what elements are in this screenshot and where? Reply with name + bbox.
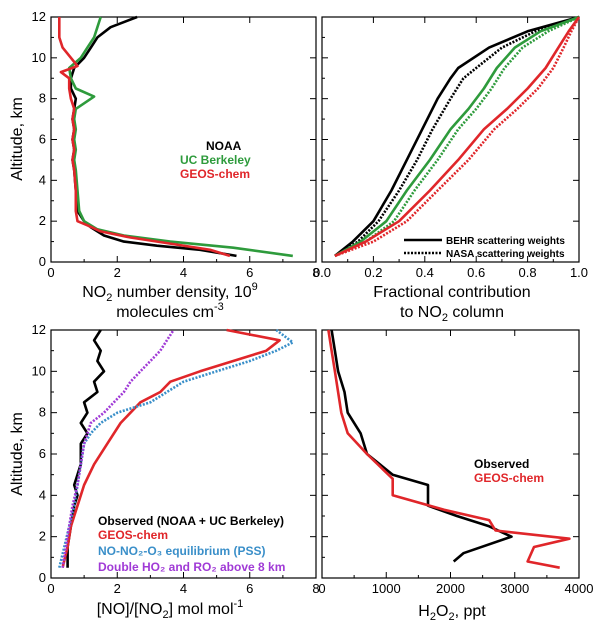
panel-a-marks: 0 2 4 6 8 0 2 4 6 8 10 12 xyxy=(32,9,320,280)
panel-c-xlabel: [NO]/[NO2] mol mol-1 xyxy=(97,598,244,621)
legend-a-ucberkeley: UC Berkeley xyxy=(180,153,251,167)
panel-c-xtick-label: 4 xyxy=(180,581,187,596)
panel-c-marks: 0 2 4 6 8 0 2 4 6 8 10 12 xyxy=(32,322,320,596)
panel-b-xtick-label: 1.0 xyxy=(570,265,588,280)
panel-c-ytick-label: 12 xyxy=(32,322,46,337)
panel-a-xlabel-line1: NO2 number density, 109 xyxy=(82,281,258,304)
panel-c-ytick-label: 4 xyxy=(39,487,46,502)
panel-c-series-2 xyxy=(58,328,295,569)
panel-a-xtick-label: 4 xyxy=(180,265,187,280)
panel-b-xtick-label: 0.4 xyxy=(416,265,434,280)
panel-a-ytick-label: 0 xyxy=(39,254,46,269)
panel-c-ytick-label: 6 xyxy=(39,446,46,461)
panel-a-ytick-label: 8 xyxy=(39,91,46,106)
panel-a-series-2 xyxy=(58,17,231,258)
panel-a: Altitude, km NO2 number density, 109 mol… xyxy=(9,16,317,321)
panel-c-xtick-label: 2 xyxy=(114,581,121,596)
legend-c-geoschem: GEOS-chem xyxy=(98,528,168,542)
legend-b-nasa: NASA scattering weights xyxy=(446,249,565,260)
panel-b-xtick-label: 0.8 xyxy=(519,265,537,280)
panel-d: H2O2, ppt Observed GEOS-chem xyxy=(321,329,580,622)
panel-d-xtick-label: 1000 xyxy=(372,581,401,596)
panel-d-xtick-label: 4000 xyxy=(565,581,594,596)
panel-c-ytick-label: 0 xyxy=(39,570,46,585)
legend-b-behr: BEHR scattering weights xyxy=(446,236,565,247)
panel-c: Altitude, km [NO]/[NO2] mol mol-1 Observ… xyxy=(9,329,317,621)
panel-c-xtick-label: 0 xyxy=(47,581,54,596)
panel-a-xtick-label: 6 xyxy=(246,265,253,280)
panel-b-series-0 xyxy=(334,15,580,257)
panel-c-ytick-label: 8 xyxy=(39,405,46,420)
panel-b-xlabel-line1: Fractional contribution xyxy=(373,284,530,301)
panel-c-ytick-label: 10 xyxy=(32,363,46,378)
panel-a-ytick-label: 12 xyxy=(32,9,46,24)
panel-d-xlabel: H2O2, ppt xyxy=(418,603,486,622)
panel-a-ytick-label: 4 xyxy=(39,172,46,187)
panel-b: Fractional contribution to NO2 column BE… xyxy=(321,16,580,324)
panel-b-series-5 xyxy=(334,16,581,258)
panel-b-xlabel-line2: to NO2 column xyxy=(400,304,504,324)
panel-c-xtick-label: 8 xyxy=(312,581,319,596)
panel-a-xtick-label: 8 xyxy=(312,265,319,280)
panel-b-xtick-label: 0.2 xyxy=(364,265,382,280)
legend-d-geoschem: GEOS-chem xyxy=(474,471,544,485)
panel-b-series-2 xyxy=(334,15,580,258)
panel-c-frame xyxy=(50,329,317,579)
panel-a-ytick-label: 6 xyxy=(39,132,46,147)
panel-a-series-1 xyxy=(67,16,293,258)
panel-d-marks: 0 1000 2000 3000 4000 xyxy=(318,329,594,596)
panel-d-xtick-label: 0 xyxy=(318,581,325,596)
panel-b-xtick-label: 0.0 xyxy=(313,265,331,280)
legend-c-observed: Observed (NOAA + UC Berkeley) xyxy=(98,514,284,528)
panel-c-ytick-label: 2 xyxy=(39,529,46,544)
panel-c-xtick-label: 6 xyxy=(246,581,253,596)
panel-b-series-1 xyxy=(334,15,580,258)
panel-a-ytick-label: 2 xyxy=(39,213,46,228)
legend-a-geoschem: GEOS-chem xyxy=(180,167,250,181)
panel-a-ylabel: Altitude, km xyxy=(9,97,26,181)
panel-d-frame xyxy=(321,329,580,579)
legend-c-pss: NO-NO₂-O₃ equilibrium (PSS) xyxy=(98,544,266,558)
legend-c-double: Double HO₂ and RO₂ above 8 km xyxy=(98,560,285,574)
panel-b-series-3 xyxy=(334,15,580,258)
panel-d-xtick-label: 3000 xyxy=(500,581,529,596)
legend-a-noaa: NOAA xyxy=(206,139,242,153)
panel-a-xtick-label: 2 xyxy=(114,265,121,280)
panel-a-ytick-label: 10 xyxy=(32,50,46,65)
panel-a-xtick-label: 0 xyxy=(47,265,54,280)
panel-a-xlabel-line2: molecules cm-3 xyxy=(116,301,224,321)
panel-b-marks: 0.0 0.2 0.4 0.6 0.8 1.0 xyxy=(313,15,588,280)
legend-d-observed: Observed xyxy=(474,457,529,471)
panel-a-series-0 xyxy=(69,15,237,258)
panel-d-series-1 xyxy=(327,329,571,569)
panel-c-series-0 xyxy=(66,329,106,568)
panel-d-xtick-label: 2000 xyxy=(436,581,465,596)
panel-b-series-4 xyxy=(334,16,581,258)
panel-c-series-1 xyxy=(61,328,281,569)
panel-c-series-3 xyxy=(61,329,175,568)
panel-d-series-0 xyxy=(330,329,513,563)
panel-b-xtick-label: 0.6 xyxy=(467,265,485,280)
panel-c-ylabel: Altitude, km xyxy=(9,412,26,496)
